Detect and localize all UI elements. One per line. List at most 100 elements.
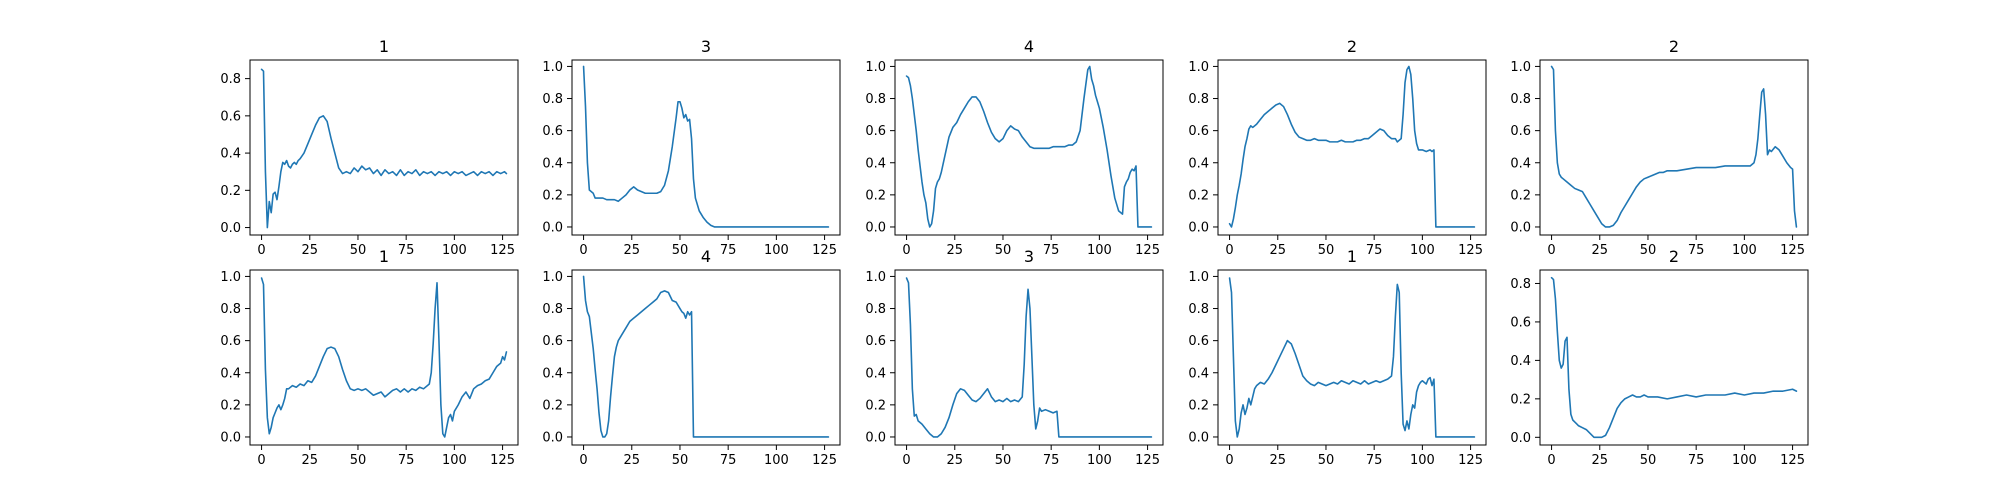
y-tick-label: 1.0 — [1510, 60, 1531, 75]
y-tick-label: 0.2 — [865, 398, 886, 413]
y-tick-label: 1.0 — [542, 270, 563, 285]
x-tick-label: 100 — [764, 243, 789, 258]
subplot-title: 3 — [1024, 247, 1034, 266]
y-tick-label: 0.2 — [865, 188, 886, 203]
series-line — [582, 275, 830, 438]
x-tick-label: 100 — [1087, 243, 1112, 258]
y-tick-label: 0.8 — [865, 92, 886, 107]
x-tick-label: 50 — [995, 453, 1012, 468]
axes-frame — [1539, 59, 1809, 236]
x-tick-label: 50 — [995, 243, 1012, 258]
x-tick-label: 50 — [350, 453, 367, 468]
x-tick-label: 25 — [1269, 453, 1286, 468]
y-tick-label: 0.0 — [865, 220, 886, 235]
subplot-2: 3 0 25 50 75 100 125 0.0 0.2 0.4 0.6 0.8 1.0 — [542, 37, 841, 258]
y-tick-label: 0.2 — [1510, 392, 1531, 407]
subplot-title: 4 — [701, 247, 711, 266]
x-tick-label: 50 — [350, 243, 367, 258]
x-tick-label: 75 — [1043, 453, 1060, 468]
y-tick-label: 0.0 — [1188, 220, 1209, 235]
subplot-title: 4 — [1024, 37, 1034, 56]
y-tick-label: 1.0 — [865, 270, 886, 285]
y-tick-label: 0.4 — [1510, 354, 1531, 369]
y-tick-label: 0.4 — [542, 156, 563, 171]
x-tick-label: 75 — [398, 243, 415, 258]
series-line — [1228, 277, 1476, 438]
y-tick-label: 1.0 — [220, 270, 241, 285]
y-tick-label: 0.8 — [220, 302, 241, 317]
x-tick-label: 25 — [1591, 243, 1608, 258]
x-tick-label: 0 — [579, 243, 587, 258]
y-tick-label: 0.8 — [542, 302, 563, 317]
x-tick-label: 75 — [1043, 243, 1060, 258]
x-tick-label: 0 — [579, 453, 587, 468]
y-tick-label: 0.6 — [1188, 334, 1209, 349]
x-tick-label: 100 — [1732, 453, 1757, 468]
y-tick-label: 0.2 — [542, 398, 563, 413]
x-tick-label: 25 — [1269, 243, 1286, 258]
x-tick-label: 0 — [1547, 453, 1555, 468]
series-line — [260, 277, 508, 438]
y-tick-label: 0.2 — [1510, 188, 1531, 203]
y-tick-label: 0.2 — [1188, 398, 1209, 413]
y-tick-label: 1.0 — [1188, 270, 1209, 285]
y-tick-label: 0.4 — [1510, 156, 1531, 171]
y-tick-label: 0.4 — [1188, 156, 1209, 171]
x-tick-label: 75 — [1366, 243, 1383, 258]
y-tick-label: 0.6 — [865, 334, 886, 349]
x-tick-label: 25 — [623, 453, 640, 468]
y-tick-label: 0.8 — [542, 92, 563, 107]
y-tick-label: 0.6 — [220, 109, 241, 124]
series-line — [260, 68, 508, 229]
y-tick-label: 0.4 — [865, 366, 886, 381]
x-tick-label: 25 — [623, 243, 640, 258]
x-tick-label: 125 — [812, 243, 837, 258]
x-tick-label: 0 — [902, 243, 910, 258]
axes-frame — [249, 59, 519, 236]
x-tick-label: 100 — [1410, 243, 1435, 258]
x-tick-label: 75 — [398, 453, 415, 468]
series-line — [1228, 65, 1476, 228]
y-tick-label: 0.6 — [220, 334, 241, 349]
subplot-title: 1 — [1347, 247, 1357, 266]
y-tick-label: 0.4 — [220, 147, 241, 162]
axes-frame — [571, 269, 841, 446]
x-tick-label: 0 — [257, 453, 265, 468]
y-tick-label: 0.4 — [1188, 366, 1209, 381]
x-tick-label: 125 — [490, 243, 515, 258]
y-tick-label: 0.0 — [865, 430, 886, 445]
y-tick-label: 0.0 — [220, 221, 241, 236]
axes-frame — [1217, 269, 1487, 446]
y-tick-label: 0.2 — [220, 184, 241, 199]
x-tick-label: 50 — [1318, 453, 1335, 468]
y-tick-label: 0.0 — [220, 430, 241, 445]
y-tick-label: 0.4 — [220, 366, 241, 381]
y-tick-label: 0.2 — [1188, 188, 1209, 203]
y-tick-label: 0.6 — [542, 124, 563, 139]
subplot-9: 1 0 25 50 75 100 125 0.0 0.2 0.4 0.6 0.8 1.0 — [1188, 247, 1487, 468]
x-tick-label: 0 — [1225, 453, 1233, 468]
x-tick-label: 50 — [672, 453, 689, 468]
series-line — [905, 277, 1153, 438]
subplot-title: 3 — [701, 37, 711, 56]
x-tick-label: 0 — [902, 453, 910, 468]
y-tick-label: 0.6 — [865, 124, 886, 139]
x-tick-label: 25 — [946, 453, 963, 468]
y-tick-label: 0.4 — [865, 156, 886, 171]
x-tick-label: 50 — [1640, 453, 1657, 468]
series-line — [905, 65, 1153, 228]
subplot-7: 4 0 25 50 75 100 125 0.0 0.2 0.4 0.6 0.8 1.0 — [542, 247, 841, 468]
x-tick-label: 25 — [301, 243, 318, 258]
x-tick-label: 100 — [1410, 453, 1435, 468]
y-tick-label: 1.0 — [865, 60, 886, 75]
x-tick-label: 75 — [1366, 453, 1383, 468]
y-tick-label: 0.8 — [1188, 302, 1209, 317]
subplot-title: 2 — [1669, 37, 1679, 56]
x-tick-label: 75 — [720, 453, 737, 468]
y-tick-label: 0.2 — [220, 398, 241, 413]
x-tick-label: 100 — [442, 243, 467, 258]
x-tick-label: 125 — [812, 453, 837, 468]
axes-frame — [894, 59, 1164, 236]
y-tick-label: 0.8 — [220, 72, 241, 87]
